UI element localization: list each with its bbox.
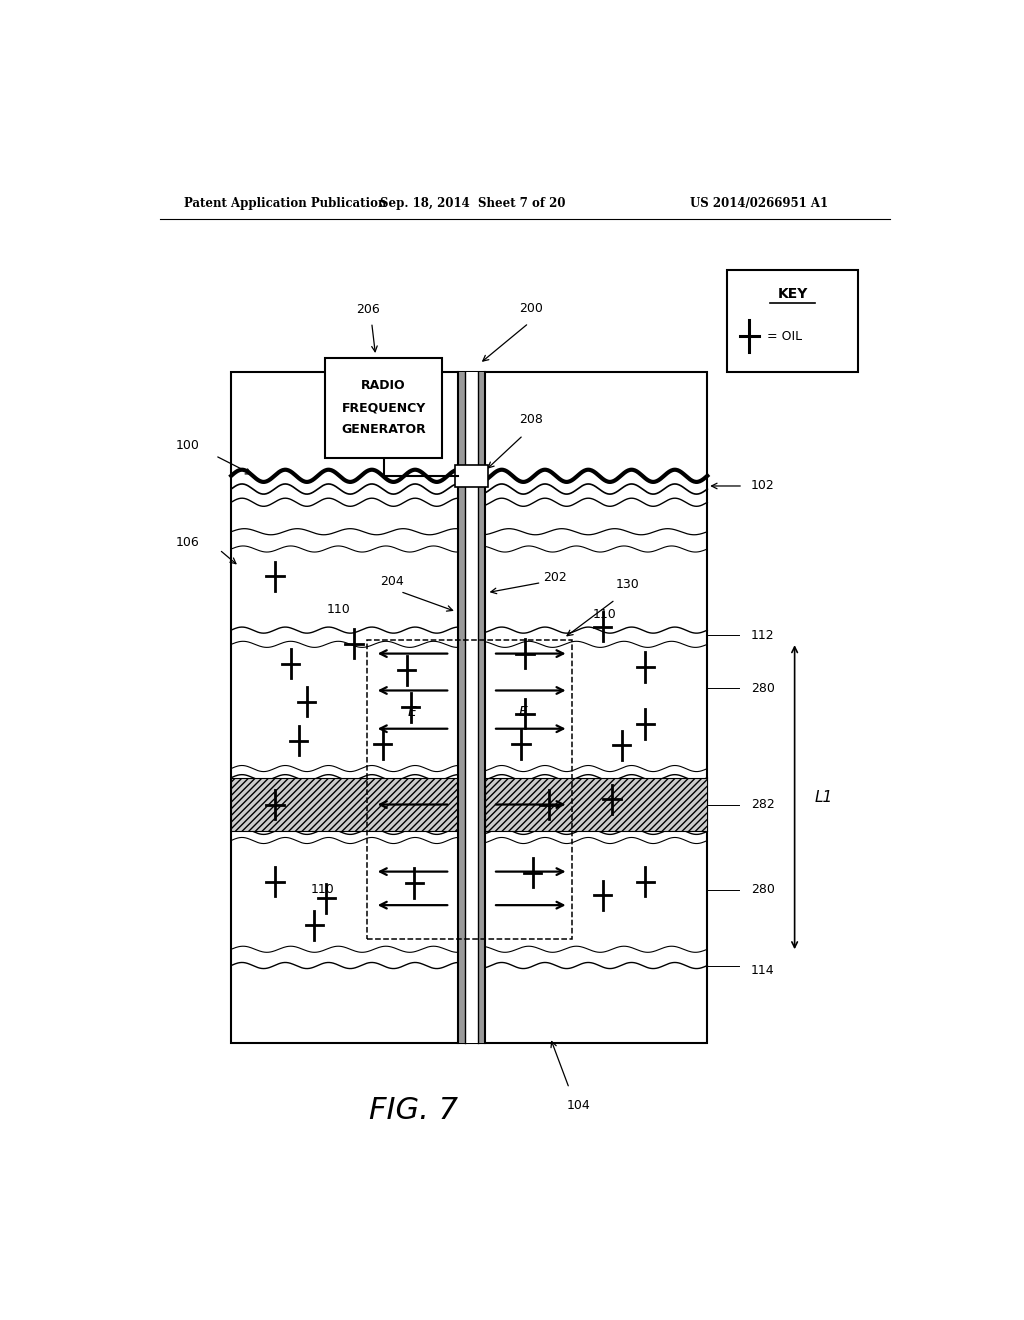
Bar: [478, 372, 485, 1043]
Text: 130: 130: [615, 578, 639, 591]
Text: 280: 280: [751, 883, 775, 896]
Bar: [325, 358, 442, 458]
Text: Patent Application Publication: Patent Application Publication: [183, 197, 386, 210]
Text: 110: 110: [593, 609, 616, 622]
Bar: [485, 777, 708, 832]
Text: 104: 104: [567, 1100, 591, 1113]
Bar: [727, 271, 858, 372]
Text: L1: L1: [814, 789, 833, 805]
Bar: [458, 372, 465, 1043]
Text: 200: 200: [519, 302, 543, 315]
Text: 282: 282: [751, 799, 775, 810]
Text: 206: 206: [355, 302, 380, 315]
Text: 110: 110: [327, 603, 350, 616]
Text: = OIL: = OIL: [767, 330, 802, 343]
Text: 110: 110: [310, 883, 334, 896]
Text: 106: 106: [176, 536, 200, 549]
Bar: [231, 372, 708, 1043]
Text: 112: 112: [751, 628, 774, 642]
Bar: [231, 777, 458, 832]
Text: E: E: [408, 705, 417, 719]
Text: GENERATOR: GENERATOR: [341, 424, 426, 436]
Text: 280: 280: [751, 682, 775, 694]
Text: 102: 102: [751, 479, 775, 492]
Text: 202: 202: [543, 572, 567, 583]
Bar: [458, 372, 485, 1043]
Text: 208: 208: [519, 413, 543, 426]
Bar: [455, 465, 488, 487]
Bar: [231, 777, 458, 832]
Text: KEY: KEY: [777, 286, 808, 301]
Text: E: E: [519, 705, 527, 719]
Text: FIG. 7: FIG. 7: [370, 1097, 458, 1125]
Text: RADIO: RADIO: [361, 379, 406, 392]
Bar: [367, 640, 571, 939]
Bar: [485, 777, 708, 832]
Text: 100: 100: [175, 440, 200, 453]
Text: 204: 204: [380, 574, 404, 587]
Bar: [231, 372, 708, 1043]
Text: Sep. 18, 2014  Sheet 7 of 20: Sep. 18, 2014 Sheet 7 of 20: [381, 197, 566, 210]
Text: FREQUENCY: FREQUENCY: [341, 401, 426, 414]
Text: 114: 114: [751, 964, 774, 977]
Text: US 2014/0266951 A1: US 2014/0266951 A1: [690, 197, 828, 210]
